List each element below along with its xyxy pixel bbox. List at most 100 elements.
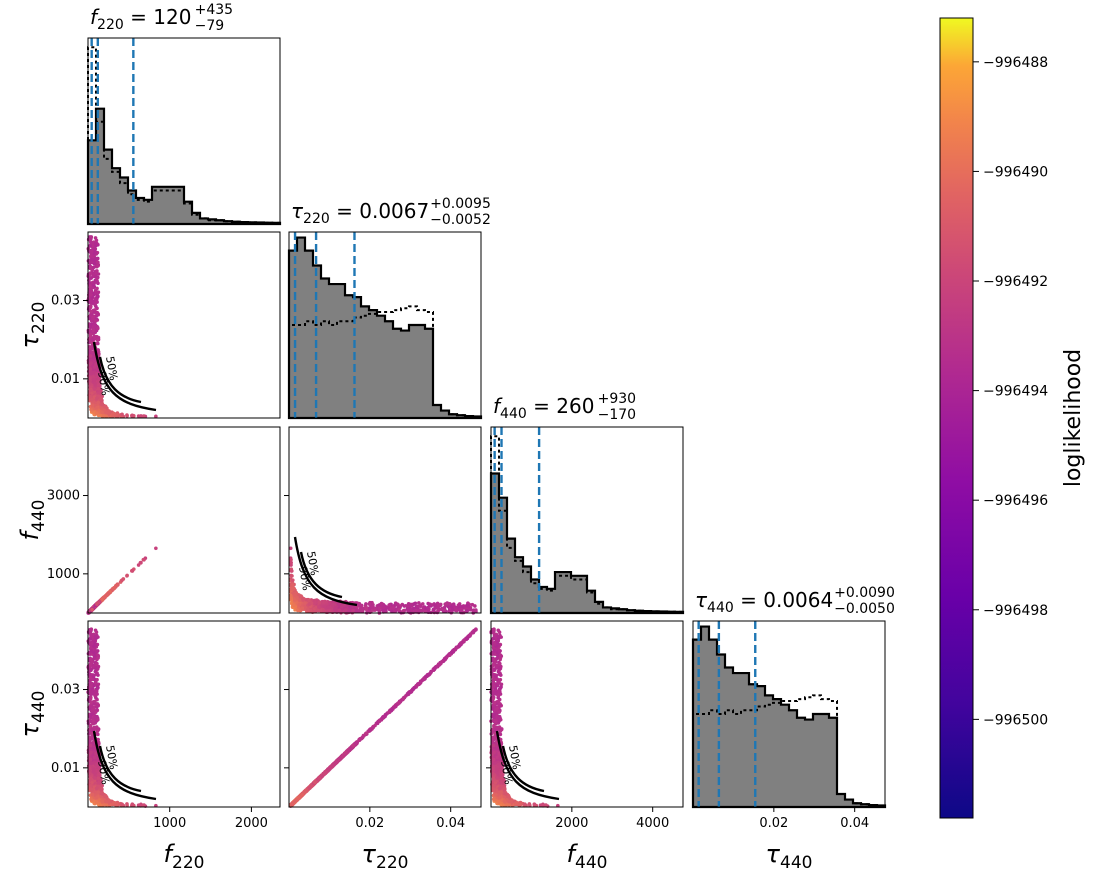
scatter-point (381, 604, 386, 608)
scatter-point (290, 583, 295, 588)
scatter-point (459, 607, 464, 612)
scatter-point (89, 371, 94, 376)
scatter-point (90, 607, 94, 612)
scatter-point (100, 410, 104, 415)
scatter-point (93, 381, 97, 386)
y-tick-label: 0.03 (51, 294, 80, 309)
scatter-point (92, 356, 96, 361)
scatter-point (324, 600, 328, 604)
scatter-point (307, 598, 311, 603)
scatter-point (88, 388, 93, 393)
scatter-point (130, 413, 135, 418)
scatter-point (95, 602, 99, 607)
scatter-point (436, 603, 441, 608)
title-symbol: f (90, 5, 100, 29)
scatter-point (315, 608, 320, 613)
scatter-point (138, 414, 143, 419)
scatter-point (377, 606, 382, 610)
y-axis-label-tau220: τ220 (16, 302, 49, 349)
scatter-point (89, 240, 93, 245)
panel-f440-tau220: 90%50% (284, 426, 482, 615)
scatter-point (101, 414, 106, 418)
panel-title-f220: f220 = 120 (90, 5, 191, 33)
title-subscript: 220 (97, 17, 124, 33)
scatter-point (90, 397, 94, 402)
scatter-point (96, 290, 101, 295)
panel-frame (288, 231, 482, 419)
scatter-point (317, 605, 321, 609)
scatter-point (367, 602, 372, 606)
scatter-point (92, 387, 97, 391)
scatter-point (398, 604, 403, 608)
panel-frame (87, 37, 281, 225)
scatter-point (470, 602, 475, 607)
scatter-point (93, 362, 98, 367)
scatter-point (394, 602, 398, 606)
scatter-point (111, 413, 115, 418)
scatter-point (337, 608, 342, 613)
scatter-point (114, 583, 119, 588)
scatter-point (93, 297, 98, 302)
panel-frame (87, 231, 281, 419)
title-err-plus: +435 (195, 2, 233, 18)
scatter-point (95, 373, 100, 378)
prior-histogram-f220 (87, 46, 280, 224)
scatter-point (89, 293, 93, 297)
scatter-point (348, 605, 353, 609)
scatter-point (364, 607, 369, 612)
scatter-point (306, 607, 310, 612)
scatter-point (89, 627, 94, 631)
scatter-point (397, 607, 401, 612)
scatter-point (92, 334, 97, 339)
scatter-point (104, 414, 109, 419)
scatter-point (96, 391, 101, 396)
scatter-point (414, 608, 418, 613)
scatter-point (90, 337, 94, 342)
contour-90 (92, 341, 157, 412)
title-subscript: 440 (500, 406, 527, 422)
scatter-point (97, 376, 101, 381)
scatter-point (91, 378, 96, 382)
scatter-point (94, 280, 99, 284)
scatter-point (93, 308, 97, 312)
scatter-point (92, 365, 97, 369)
scatter-point (442, 605, 447, 610)
scatter-point (99, 396, 103, 401)
scatter-point (393, 607, 398, 611)
scatter-point (436, 608, 441, 613)
scatter-point (93, 242, 98, 246)
scatter-point (426, 610, 431, 615)
scatter-point (88, 305, 93, 310)
panel-tau220-tau220: τ220 = 0.0067 +0.0095−0.0052 (287, 196, 491, 420)
scatter-point (93, 288, 98, 293)
scatter-point (130, 569, 135, 573)
scatter-point (292, 603, 296, 607)
scatter-point (105, 406, 109, 411)
scatter-point (409, 603, 414, 608)
scatter-point (317, 600, 322, 605)
title-err-minus: −79 (195, 18, 225, 34)
scatter-point (138, 560, 143, 565)
scatter-point (89, 276, 94, 280)
y-tick-label: 1000 (47, 567, 80, 582)
scatter-point (92, 261, 96, 266)
panel-f220-f220: f220 = 120 +435−79 (86, 2, 282, 226)
scatter-point (91, 328, 96, 333)
scatter-point (291, 578, 295, 582)
scatter-point (405, 607, 410, 611)
y-label-symbol: τ (16, 333, 44, 348)
scatter-point (104, 410, 109, 415)
scatter-point (292, 593, 297, 598)
scatter-point (86, 330, 91, 334)
scatter-point (412, 602, 417, 606)
scatter-point (88, 354, 93, 358)
scatter-point (444, 602, 449, 606)
prior-histogram-tau220 (288, 305, 481, 418)
scatter-point (297, 598, 302, 603)
scatter-point (450, 607, 455, 612)
scatter-point (90, 301, 95, 306)
contour-50 (98, 356, 142, 404)
